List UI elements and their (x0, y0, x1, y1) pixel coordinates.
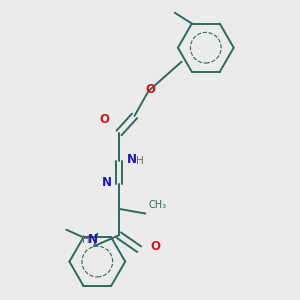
Text: N: N (88, 233, 98, 246)
Text: O: O (151, 240, 160, 253)
Text: N: N (102, 176, 112, 189)
Text: N: N (126, 153, 136, 166)
Text: H: H (136, 155, 143, 166)
Text: CH₃: CH₃ (148, 200, 166, 210)
Text: O: O (99, 113, 109, 126)
Text: H: H (82, 235, 89, 245)
Text: O: O (145, 83, 155, 96)
